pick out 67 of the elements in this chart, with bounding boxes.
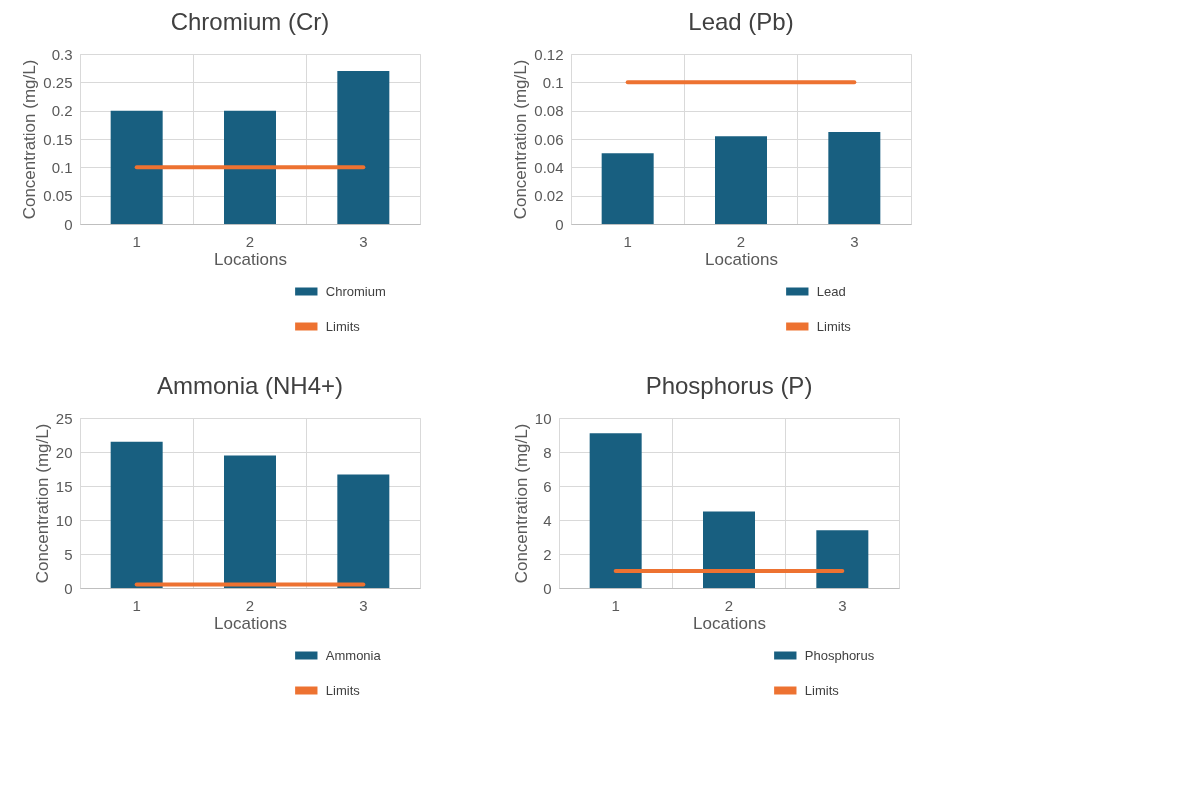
y-tick-label: 0 xyxy=(555,215,564,233)
x-tick-label: 2 xyxy=(245,596,255,614)
y-tick-label: 0.25 xyxy=(43,73,73,91)
y-tick-label: 4 xyxy=(543,511,552,529)
legend-label: Limits xyxy=(816,318,852,334)
bar xyxy=(715,136,767,224)
y-tick-label: 5 xyxy=(64,545,73,563)
y-tick-label: 0 xyxy=(543,579,552,597)
y-tick-label: 15 xyxy=(55,477,73,495)
legend-label: Ammonia xyxy=(325,647,382,663)
y-tick-label: 0.12 xyxy=(534,45,564,63)
x-tick-label: 3 xyxy=(359,232,368,250)
legend-label: Limits xyxy=(804,682,840,698)
chart-title: Chromium (Cr) xyxy=(170,8,330,35)
legend-label: Limits xyxy=(325,682,361,698)
bar xyxy=(828,131,881,224)
x-tick-label: 1 xyxy=(132,596,141,614)
y-tick-label: 6 xyxy=(543,477,552,495)
y-tick-label: 0 xyxy=(64,579,73,597)
x-tick-label: 3 xyxy=(359,596,368,614)
x-axis-title: Locations xyxy=(705,249,778,269)
y-tick-label: 8 xyxy=(543,443,552,461)
x-tick-label: 1 xyxy=(623,232,632,250)
legend-label: Limits xyxy=(325,318,361,334)
y-axis-title: Concentration (mg/L) xyxy=(511,59,531,220)
x-axis-title: Locations xyxy=(693,613,766,633)
legend-label: Lead xyxy=(816,283,846,299)
bar xyxy=(224,455,276,588)
y-tick-label: 0.02 xyxy=(534,187,564,205)
y-tick-label: 10 xyxy=(55,511,73,529)
y-axis-title: Concentration (mg/L) xyxy=(20,59,40,220)
y-tick-label: 10 xyxy=(534,409,552,427)
y-tick-label: 0.1 xyxy=(542,73,564,91)
bar xyxy=(816,530,869,588)
y-tick-label: 0.08 xyxy=(534,102,564,120)
x-tick-label: 1 xyxy=(132,232,141,250)
y-tick-label: 0.1 xyxy=(51,158,73,176)
y-tick-label: 0.3 xyxy=(51,45,73,63)
y-tick-label: 0.15 xyxy=(43,130,73,148)
x-tick-label: 3 xyxy=(850,232,859,250)
y-tick-label: 20 xyxy=(55,443,73,461)
legend-label: Chromium xyxy=(325,283,386,299)
y-tick-label: 0.05 xyxy=(43,187,73,205)
bar xyxy=(703,511,755,588)
y-tick-label: 25 xyxy=(55,409,73,427)
y-tick-label: 0.04 xyxy=(534,158,564,176)
y-tick-label: 0 xyxy=(64,215,73,233)
bar xyxy=(589,433,642,588)
y-tick-label: 2 xyxy=(543,545,552,563)
bar xyxy=(337,474,390,588)
y-axis-title: Concentration (mg/L) xyxy=(511,423,531,584)
legend-label: Phosphorus xyxy=(804,647,875,663)
y-tick-label: 0.06 xyxy=(534,130,564,148)
x-axis-title: Locations xyxy=(214,249,287,269)
y-axis-title: Concentration (mg/L) xyxy=(32,423,52,584)
x-tick-label: 1 xyxy=(611,596,620,614)
chart-title: Ammonia (NH4+) xyxy=(156,372,344,399)
x-tick-label: 2 xyxy=(245,232,255,250)
chart-title: Lead (Pb) xyxy=(688,8,794,35)
chart-title: Phosphorus (P) xyxy=(645,372,813,399)
bar xyxy=(601,153,654,224)
y-tick-label: 0.2 xyxy=(51,102,73,120)
x-tick-label: 3 xyxy=(838,596,847,614)
bar xyxy=(110,441,163,588)
x-tick-label: 2 xyxy=(736,232,746,250)
x-axis-title: Locations xyxy=(214,613,287,633)
x-tick-label: 2 xyxy=(724,596,734,614)
